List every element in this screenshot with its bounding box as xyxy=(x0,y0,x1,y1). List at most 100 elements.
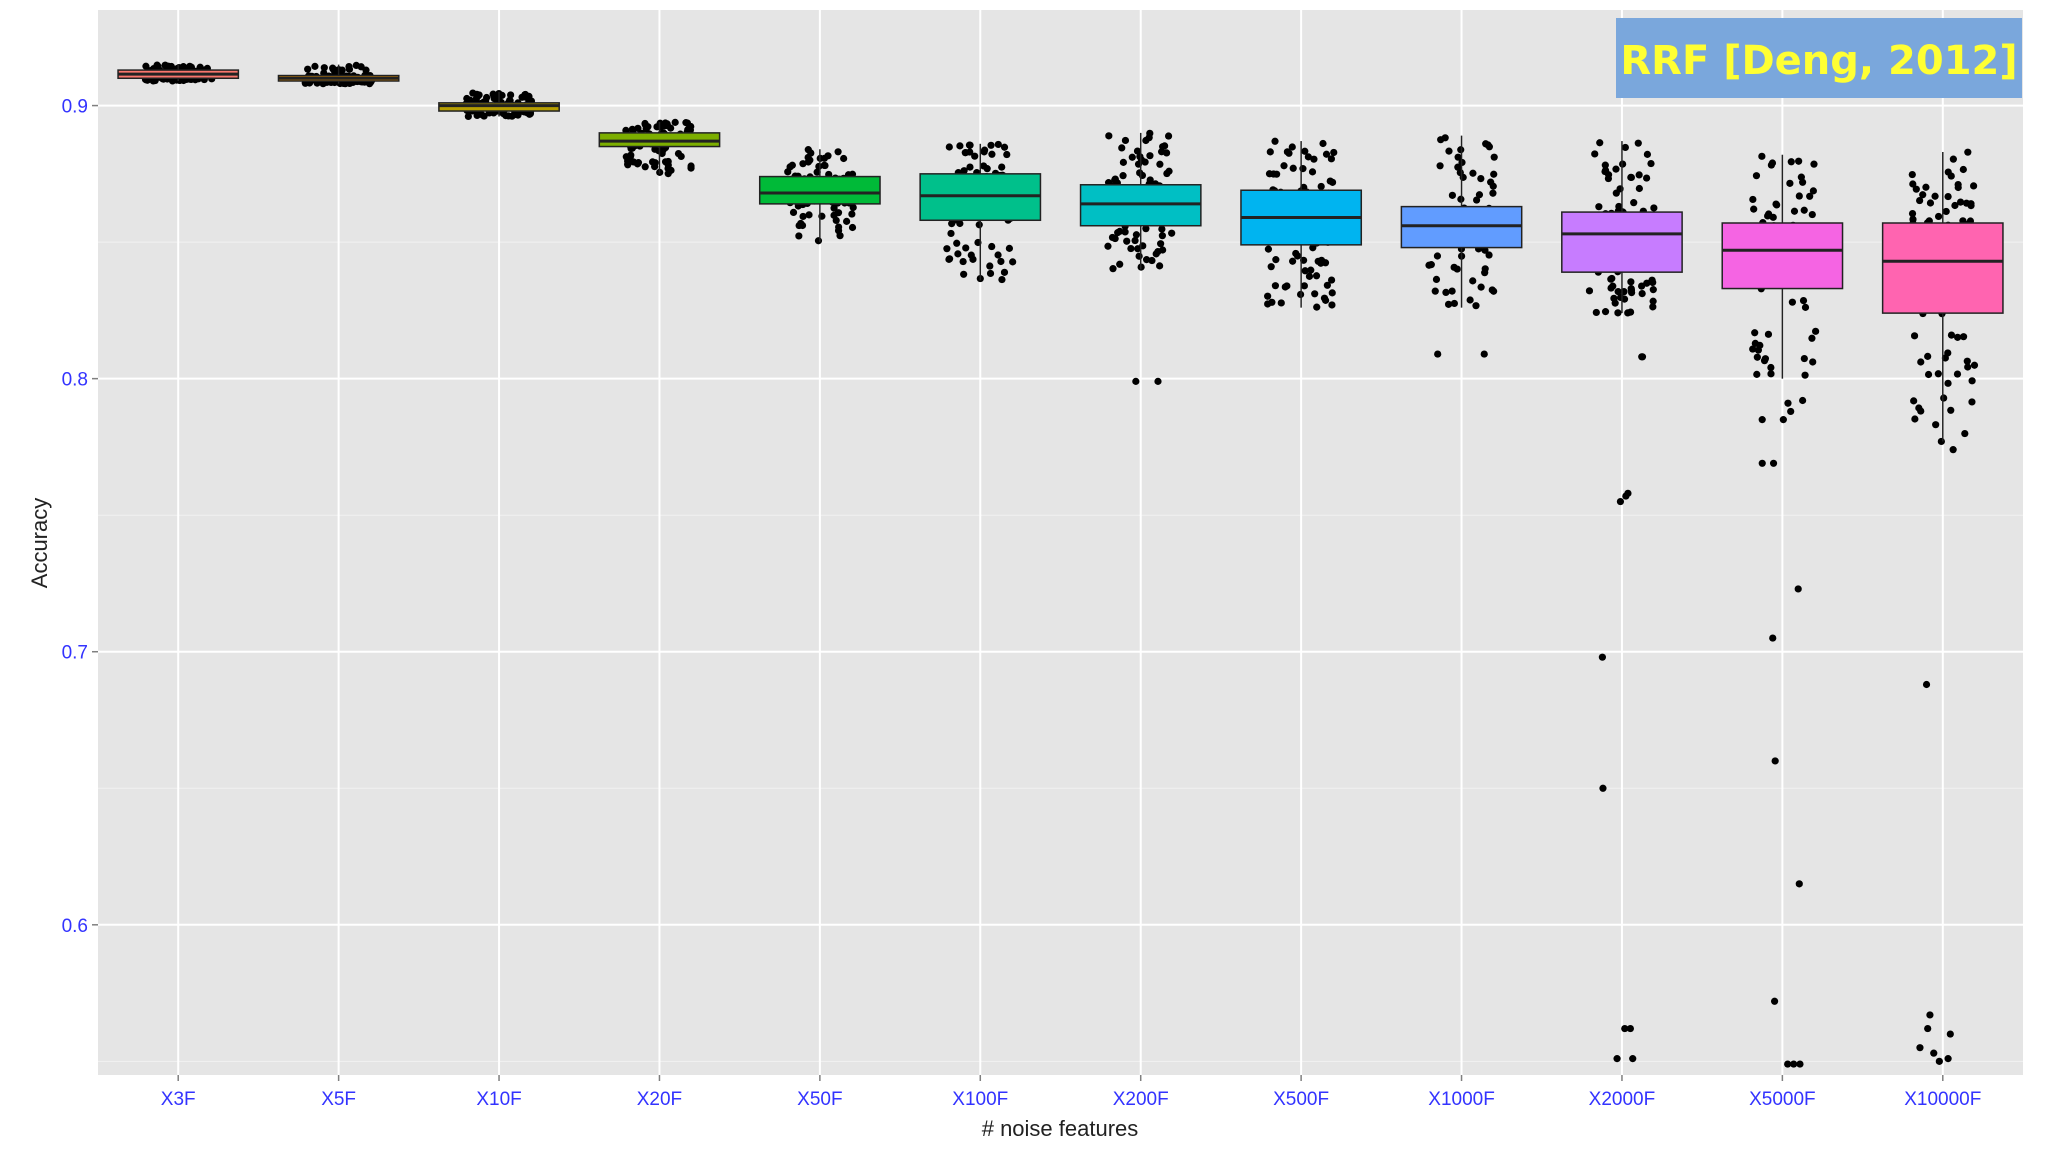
data-point xyxy=(1910,397,1918,405)
box-X10000F xyxy=(1881,222,2004,314)
data-point xyxy=(1271,282,1280,290)
data-point xyxy=(1953,333,1962,341)
data-point xyxy=(849,203,857,212)
data-point xyxy=(1330,148,1338,157)
data-point xyxy=(524,94,532,102)
data-point xyxy=(1773,201,1781,209)
data-point xyxy=(983,165,991,173)
data-point xyxy=(1812,327,1820,335)
y-tick-label: 0.7 xyxy=(62,643,88,664)
outlier-point xyxy=(1769,634,1777,642)
data-point xyxy=(1624,309,1632,317)
data-point xyxy=(1800,206,1808,214)
data-point xyxy=(142,62,150,70)
data-point xyxy=(1307,266,1315,274)
data-point xyxy=(1271,137,1279,145)
data-point xyxy=(489,90,497,98)
data-point xyxy=(1749,195,1757,204)
data-point xyxy=(1264,245,1273,253)
data-point xyxy=(658,149,666,158)
data-point xyxy=(836,232,844,240)
data-point xyxy=(1133,147,1142,155)
data-point xyxy=(1649,278,1657,287)
data-point xyxy=(1797,173,1805,181)
data-point xyxy=(1908,210,1917,218)
data-point xyxy=(834,148,842,156)
data-point xyxy=(945,255,953,263)
data-point xyxy=(622,153,630,161)
outlier-point xyxy=(1626,1024,1634,1033)
data-point xyxy=(1146,176,1154,184)
data-point xyxy=(1931,192,1939,200)
method-tag-background xyxy=(1616,18,2022,98)
data-point xyxy=(840,154,848,163)
data-point xyxy=(1109,265,1117,273)
data-point xyxy=(789,208,798,217)
data-point xyxy=(961,149,970,157)
outlier-point xyxy=(1946,1030,1954,1038)
data-point xyxy=(1650,204,1658,212)
data-point xyxy=(1119,158,1127,166)
outlier-point xyxy=(1771,757,1779,765)
data-point xyxy=(1005,244,1014,252)
outlier-point xyxy=(1784,399,1792,407)
data-point xyxy=(1647,159,1655,168)
data-point xyxy=(981,146,989,154)
data-point xyxy=(1787,158,1795,166)
data-point xyxy=(1610,294,1618,302)
data-point xyxy=(1909,215,1917,223)
data-point xyxy=(1323,281,1331,289)
data-point xyxy=(1300,282,1308,290)
data-point xyxy=(1272,256,1280,264)
data-point xyxy=(1450,299,1458,308)
data-point xyxy=(1454,163,1462,171)
data-point xyxy=(1123,237,1131,245)
data-point xyxy=(1136,153,1144,161)
data-point xyxy=(1273,170,1281,178)
data-point xyxy=(830,204,838,212)
data-point xyxy=(1809,187,1817,195)
data-point xyxy=(959,257,967,266)
outlier-point xyxy=(1799,396,1807,405)
data-point xyxy=(820,154,829,162)
data-point xyxy=(830,211,838,219)
data-point xyxy=(1148,256,1156,265)
data-point xyxy=(1490,287,1498,295)
data-point xyxy=(1601,161,1609,169)
data-point xyxy=(1800,354,1808,363)
data-point xyxy=(1288,143,1296,151)
data-point xyxy=(1327,155,1335,163)
data-point xyxy=(1477,174,1485,183)
data-point xyxy=(1158,232,1166,240)
data-point xyxy=(1638,289,1646,298)
data-point xyxy=(1134,245,1142,253)
data-point xyxy=(1608,274,1616,283)
data-point xyxy=(1970,361,1979,369)
data-point xyxy=(1621,143,1629,152)
data-point xyxy=(1105,132,1113,140)
data-point xyxy=(1769,213,1777,221)
data-point xyxy=(1760,357,1769,365)
data-point xyxy=(1427,261,1435,269)
y-tick-label: 0.6 xyxy=(62,916,88,937)
data-point xyxy=(1754,346,1762,354)
data-point xyxy=(1431,287,1439,295)
data-point xyxy=(1810,160,1818,168)
data-point xyxy=(1924,370,1933,379)
data-point xyxy=(1000,143,1009,151)
data-point xyxy=(987,141,995,149)
data-point xyxy=(153,61,161,69)
data-point xyxy=(1128,153,1136,161)
data-point xyxy=(661,119,669,127)
data-point xyxy=(1953,370,1962,378)
outlier-point xyxy=(1638,353,1646,361)
data-point xyxy=(1912,185,1920,193)
x-axis-ticks: X3F X5F X10F X20F X50F X100F X200F X500F X1000F X… xyxy=(161,1075,1981,1110)
data-point xyxy=(179,63,187,71)
data-point xyxy=(804,146,812,154)
data-point xyxy=(365,80,374,88)
data-point xyxy=(1630,199,1638,207)
data-point xyxy=(1466,296,1474,304)
outlier-point xyxy=(1779,416,1787,424)
